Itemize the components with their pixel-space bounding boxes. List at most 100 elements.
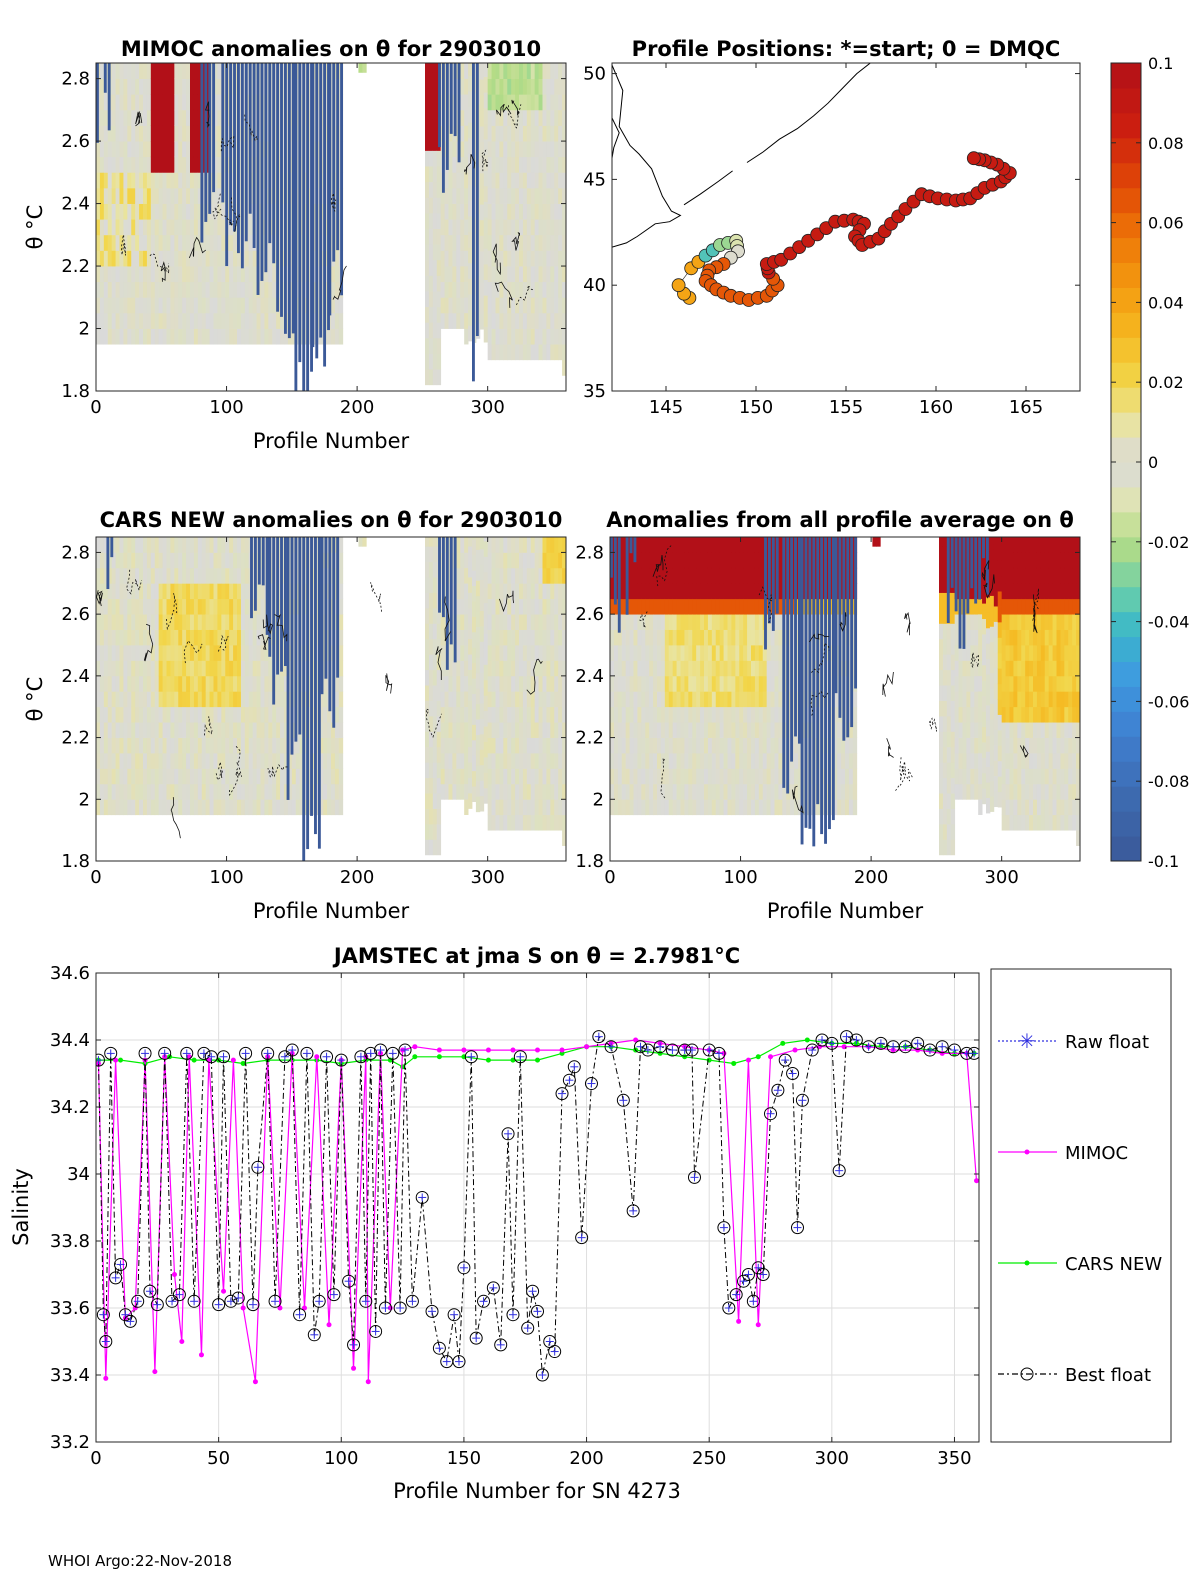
mimoc-cell [131,187,136,204]
cars-cell [221,537,226,553]
allavg-cell [692,799,697,816]
mimoc-cell [460,312,465,329]
mimoc-cell [491,219,496,236]
allavg-cell [700,552,705,569]
allavg-cell [641,691,646,708]
mimoc-cell [432,353,438,370]
cars-cell [170,691,175,708]
mimoc-cell [135,78,140,95]
mimoc-cell [166,219,171,236]
mimoc-cell [511,328,516,345]
allavg-cell [707,799,713,816]
allavg-cell [786,799,791,816]
allavg-cell [821,552,826,569]
mimoc-cell [511,297,516,314]
allavg-cell [715,567,721,584]
allavg-cell [653,783,658,800]
cars-cell [542,814,547,831]
cars-cell [127,552,132,569]
mimoc-cell [511,156,516,173]
mimoc-cell [542,94,547,111]
mimoc-cell [554,219,559,236]
cars-cell [139,783,144,800]
mimoc-cell [558,312,563,329]
mimoc-cell [143,78,148,95]
mimoc-cell [197,328,203,345]
cars-cell [96,537,101,553]
mimoc-cell [460,141,465,158]
mimoc-cell [115,187,120,204]
mimoc-cell [135,141,140,158]
cars-cell [233,629,238,646]
mimoc-cell [244,312,250,329]
cars-cell [287,722,293,738]
cars-cell [534,614,539,630]
mimoc-cell [448,219,453,236]
cars-cell [291,660,297,677]
cars-cell [252,722,257,738]
allavg-cell [751,645,756,661]
cars-cell [534,567,539,584]
allavg-cell [664,629,670,646]
mimoc-cell [522,156,528,173]
cars-cell [229,753,234,769]
allavg-cell [758,753,764,769]
mimoc-cell [201,250,207,267]
mimoc-cell [217,94,222,111]
mimoc-cell [217,63,222,80]
allavg-cell [680,706,685,723]
mimoc-missing-column [260,63,264,281]
cars-cell [554,598,559,615]
cars-cell [146,583,152,600]
mimoc-cell [213,141,218,158]
allavg-cell [684,598,689,615]
cars-cell [538,537,543,553]
mimoc-cell [479,141,485,158]
cars-cell [534,552,539,569]
mimoc-cell [139,156,144,173]
mimoc-cell [209,312,214,329]
cars-cell [550,567,555,584]
cars-cell [479,537,485,550]
mimoc-cell [307,203,312,220]
cars-cell [99,675,105,692]
cars-cell [96,660,101,677]
cars-cell [550,552,555,569]
cars-cell [538,645,543,661]
allavg-cell [735,753,740,769]
allavg-cell [735,552,740,569]
allavg-cell [680,799,685,816]
mimoc-cell [511,266,516,283]
allavg-cell [766,799,771,816]
cars-cell [483,537,489,542]
cars-cell [464,737,469,754]
allavg-cell [704,629,709,646]
cars-cell [158,583,163,600]
mimoc-cell [491,94,496,111]
cars-cell [119,537,124,553]
mimoc-cell [299,203,304,220]
mimoc-cell [170,250,175,267]
allavg-cell [770,783,775,800]
mimoc-cell [221,203,226,220]
allavg-cell [715,753,721,769]
cars-cell [201,737,207,754]
mimoc-cell [99,281,105,298]
mimoc-cell [483,154,489,171]
allavg-cell [739,737,744,754]
mimoc-cell [479,110,485,127]
cars-cell [468,546,473,562]
cars-cell [213,768,218,785]
allavg-cell [809,583,815,600]
mimoc-cell [554,266,559,283]
cars-cell [284,783,289,800]
cars-cell [495,768,500,785]
mimoc-cell [507,187,512,204]
cars-cell [425,607,430,624]
cars-cell [240,598,246,615]
mimoc-cell [334,266,340,283]
mimoc-cell [515,141,520,158]
cars-cell [526,722,532,738]
mimoc-cell [542,312,547,329]
mimoc-cell [111,234,116,251]
